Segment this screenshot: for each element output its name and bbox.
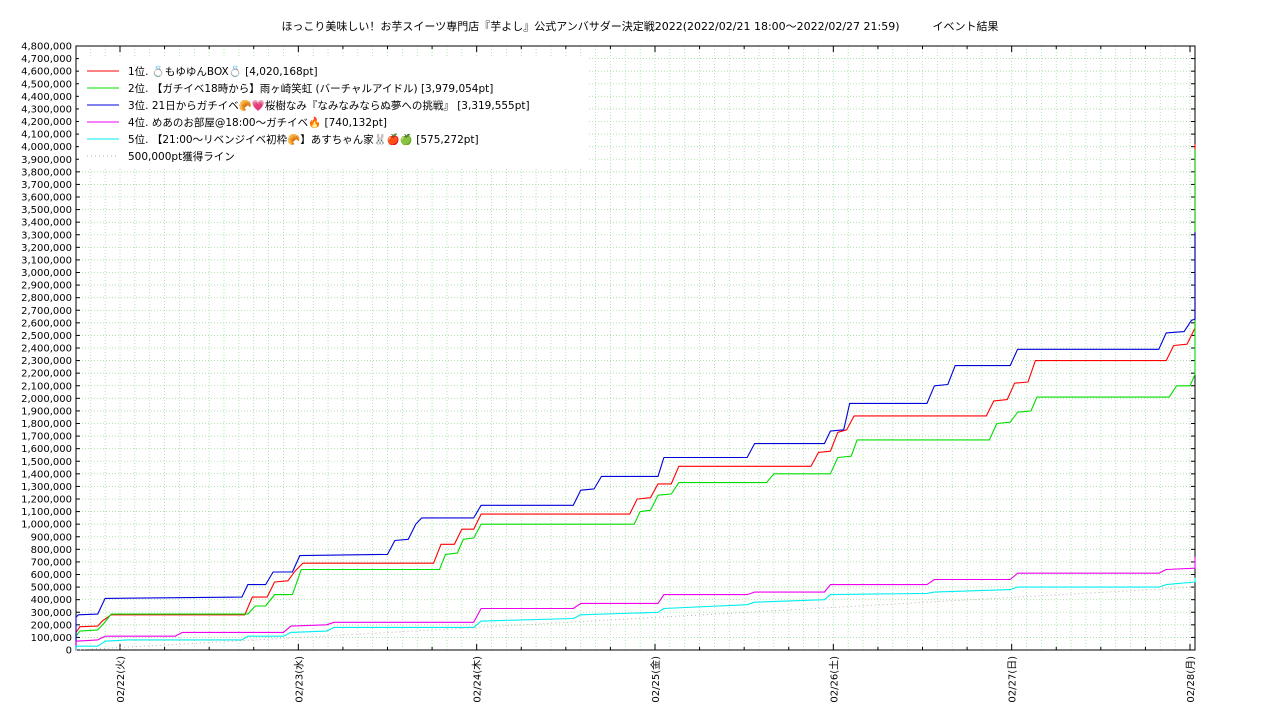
y-tick-label: 3,600,000: [21, 193, 72, 204]
x-tick-label: 02/22(火): [115, 656, 127, 703]
y-tick-label: 4,800,000: [21, 42, 72, 53]
y-tick-label: 2,900,000: [21, 281, 72, 292]
y-tick-label: 3,500,000: [21, 205, 72, 216]
y-tick-label: 2,300,000: [21, 356, 72, 367]
y-tick-label: 400,000: [31, 595, 72, 606]
y-tick-label: 2,100,000: [21, 381, 72, 392]
y-tick-label: 4,300,000: [21, 104, 72, 115]
y-tick-label: 200,000: [31, 620, 72, 631]
y-tick-label: 4,500,000: [21, 79, 72, 90]
y-tick-label: 2,200,000: [21, 369, 72, 380]
y-tick-label: 2,000,000: [21, 394, 72, 405]
x-tick-label: 02/27(日): [1008, 656, 1019, 703]
y-tick-label: 2,800,000: [21, 293, 72, 304]
y-tick-label: 1,200,000: [21, 495, 72, 506]
y-tick-label: 500,000: [31, 583, 72, 594]
y-tick-label: 3,000,000: [21, 268, 72, 279]
y-tick-label: 0: [66, 646, 72, 657]
legend-background: [79, 57, 589, 167]
legend-label: 5位. 【21:00〜リベンジイベ初枠🥐】あすちゃん家🐰🍎🍏 [575,272p…: [128, 133, 479, 146]
y-tick-label: 1,400,000: [21, 469, 72, 480]
y-tick-label: 2,700,000: [21, 306, 72, 317]
y-tick-label: 1,000,000: [21, 520, 72, 531]
x-tick-label: 02/23(水): [293, 656, 305, 703]
y-tick-label: 3,200,000: [21, 243, 72, 254]
y-tick-label: 1,500,000: [21, 457, 72, 468]
legend-label: 500,000pt獲得ライン: [128, 150, 235, 163]
series-line-2: [75, 149, 1196, 650]
y-tick-label: 3,700,000: [21, 180, 72, 191]
series-line-6: [75, 586, 1196, 651]
y-tick-label: 3,900,000: [21, 155, 72, 166]
chart-title: ほっこり美味しい！お芋スイーツ専門店『芋よし』公式アンバサダー決定戦2022(2…: [281, 20, 999, 33]
series-line-1: [75, 144, 1196, 650]
y-tick-label: 1,900,000: [21, 406, 72, 417]
y-tick-label: 4,000,000: [21, 142, 72, 153]
legend-label: 4位. めあのお部屋@18:00〜ガチイベ🔥 [740,132pt]: [128, 116, 387, 129]
legend-label: 1位. 💍もゆゆんBOX💍 [4,020,168pt]: [128, 65, 318, 78]
series-line-3: [75, 232, 1196, 650]
y-tick-label: 4,700,000: [21, 54, 72, 65]
series-lines: [75, 144, 1196, 651]
x-tick-label: 02/24(木): [472, 656, 484, 703]
y-tick-label: 1,700,000: [21, 432, 72, 443]
y-tick-label: 900,000: [31, 532, 72, 543]
y-tick-label: 100,000: [31, 633, 72, 644]
y-tick-label: 4,600,000: [21, 67, 72, 78]
y-tick-label: 3,400,000: [21, 218, 72, 229]
y-tick-label: 4,100,000: [21, 130, 72, 141]
y-tick-label: 4,400,000: [21, 92, 72, 103]
y-tick-label: 1,600,000: [21, 444, 72, 455]
y-tick-label: 300,000: [31, 608, 72, 619]
y-tick-label: 1,300,000: [21, 482, 72, 493]
series-line-5: [75, 577, 1196, 650]
series-line-4: [75, 556, 1196, 650]
x-tick-label: 02/25(金): [649, 656, 662, 703]
x-tick-label: 02/26(土): [827, 656, 840, 703]
y-tick-label: 800,000: [31, 545, 72, 556]
legend-label: 3位. 21日からガチイベ🥐💗桜樹なみ『なみなみならぬ夢への挑戦』 [3,319…: [128, 99, 530, 112]
y-tick-label: 4,200,000: [21, 117, 72, 128]
y-tick-label: 3,300,000: [21, 230, 72, 241]
y-tick-label: 3,100,000: [21, 255, 72, 266]
y-tick-label: 2,600,000: [21, 318, 72, 329]
legend: 1位. 💍もゆゆんBOX💍 [4,020,168pt] 2位. 【ガチイベ18時か…: [79, 57, 589, 167]
legend-label: 2位. 【ガチイベ18時から】雨ヶ崎笑虹 (バーチャルアイドル) [3,979,…: [128, 82, 493, 95]
y-tick-label: 1,800,000: [21, 419, 72, 430]
y-tick-label: 1,100,000: [21, 507, 72, 518]
y-tick-label: 600,000: [31, 570, 72, 581]
x-tick-label: 02/28(月): [1185, 656, 1197, 703]
y-tick-label: 2,400,000: [21, 344, 72, 355]
y-tick-label: 2,500,000: [21, 331, 72, 342]
y-tick-label: 3,800,000: [21, 167, 72, 178]
y-tick-label: 700,000: [31, 557, 72, 568]
